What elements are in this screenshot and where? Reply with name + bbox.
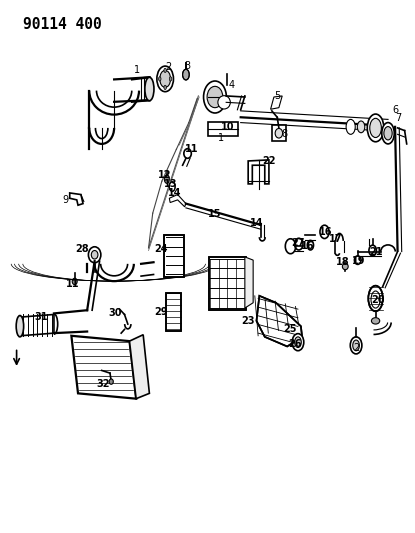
Text: 2: 2 (353, 343, 359, 352)
Ellipse shape (207, 86, 223, 108)
Text: 11: 11 (66, 279, 79, 288)
Ellipse shape (164, 85, 166, 90)
Text: 18: 18 (336, 257, 349, 267)
Bar (166, 293, 181, 331)
Ellipse shape (353, 340, 359, 351)
Bar (208, 122, 238, 136)
Ellipse shape (164, 175, 169, 183)
Text: 4: 4 (229, 80, 234, 90)
Ellipse shape (218, 95, 230, 109)
Ellipse shape (346, 119, 355, 134)
Text: 24: 24 (154, 245, 168, 254)
Text: 5: 5 (274, 91, 281, 101)
Text: 16: 16 (301, 241, 315, 251)
Ellipse shape (145, 77, 154, 101)
Ellipse shape (295, 238, 303, 250)
Ellipse shape (370, 118, 381, 138)
Text: 28: 28 (76, 245, 89, 254)
Bar (209, 257, 246, 310)
Bar (272, 125, 286, 141)
Text: 3: 3 (185, 61, 190, 70)
Ellipse shape (169, 77, 172, 81)
Text: 20: 20 (372, 295, 385, 304)
Text: 2: 2 (165, 62, 171, 71)
Bar (164, 235, 184, 277)
Polygon shape (129, 335, 149, 399)
Ellipse shape (169, 182, 175, 191)
Text: 12: 12 (159, 170, 172, 180)
Text: 15: 15 (208, 209, 222, 219)
Text: 25: 25 (283, 325, 296, 334)
Ellipse shape (204, 81, 227, 113)
Ellipse shape (342, 263, 348, 270)
Text: 90114 400: 90114 400 (23, 17, 102, 32)
Text: 13: 13 (164, 179, 178, 189)
Ellipse shape (307, 240, 314, 250)
Text: 23: 23 (242, 316, 255, 326)
Ellipse shape (160, 70, 171, 87)
Polygon shape (20, 314, 54, 336)
Text: 16: 16 (319, 227, 332, 237)
Text: 27: 27 (291, 238, 305, 247)
Text: 9: 9 (63, 195, 68, 205)
Ellipse shape (382, 123, 394, 144)
Text: 26: 26 (289, 339, 302, 349)
Text: 32: 32 (96, 379, 110, 389)
Text: 22: 22 (262, 156, 276, 166)
Ellipse shape (183, 69, 189, 80)
Ellipse shape (357, 121, 365, 133)
Ellipse shape (350, 337, 362, 354)
Polygon shape (248, 160, 269, 184)
Bar (164, 235, 184, 277)
Ellipse shape (371, 318, 380, 324)
Text: 19: 19 (352, 256, 366, 266)
Bar (166, 293, 181, 331)
Polygon shape (256, 296, 302, 346)
Ellipse shape (159, 77, 161, 81)
Ellipse shape (164, 68, 166, 72)
Text: 8: 8 (282, 130, 288, 139)
Polygon shape (245, 257, 253, 308)
Polygon shape (169, 195, 186, 207)
Ellipse shape (384, 126, 392, 140)
Text: 1: 1 (218, 133, 224, 142)
Text: 1: 1 (134, 66, 140, 75)
Text: 30: 30 (109, 309, 122, 318)
Text: 6: 6 (392, 106, 398, 115)
Text: 31: 31 (34, 312, 47, 322)
Ellipse shape (16, 316, 24, 337)
Text: 11: 11 (185, 144, 198, 154)
Text: 14: 14 (168, 188, 182, 198)
Polygon shape (71, 336, 136, 399)
Ellipse shape (91, 251, 98, 259)
Ellipse shape (320, 225, 329, 239)
Polygon shape (271, 96, 282, 109)
Polygon shape (70, 193, 83, 205)
Ellipse shape (275, 128, 283, 138)
Text: 7: 7 (395, 114, 402, 123)
Ellipse shape (292, 334, 304, 351)
Ellipse shape (369, 286, 383, 311)
Ellipse shape (354, 256, 361, 264)
Text: 29: 29 (154, 307, 168, 317)
Ellipse shape (295, 337, 301, 348)
Ellipse shape (157, 66, 173, 92)
Text: 14: 14 (250, 218, 263, 228)
Ellipse shape (88, 247, 101, 263)
Ellipse shape (184, 149, 191, 158)
Ellipse shape (369, 245, 376, 256)
Ellipse shape (109, 379, 113, 384)
Ellipse shape (367, 114, 384, 142)
Text: 10: 10 (221, 122, 234, 132)
Ellipse shape (72, 278, 77, 285)
Text: 17: 17 (329, 234, 342, 244)
Text: 21: 21 (369, 247, 382, 256)
Bar (209, 257, 246, 310)
